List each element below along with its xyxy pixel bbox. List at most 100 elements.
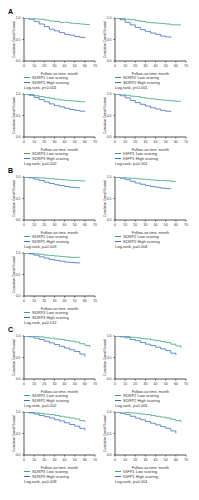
svg-text:70: 70 bbox=[93, 382, 97, 386]
svg-text:40: 40 bbox=[63, 458, 67, 462]
svg-text:60: 60 bbox=[174, 64, 178, 68]
svg-text:Follow-up time, month: Follow-up time, month bbox=[41, 148, 78, 151]
svg-text:50: 50 bbox=[73, 458, 77, 462]
svg-text:70: 70 bbox=[184, 382, 188, 386]
svg-text:70: 70 bbox=[93, 299, 97, 303]
svg-text:0.5: 0.5 bbox=[16, 356, 21, 360]
svg-text:10: 10 bbox=[32, 140, 36, 144]
svg-text:50: 50 bbox=[164, 223, 168, 227]
svg-text:60: 60 bbox=[83, 223, 87, 227]
svg-text:Cumulative Overall Survival: Cumulative Overall Survival bbox=[12, 97, 16, 134]
svg-text:20: 20 bbox=[42, 299, 46, 303]
svg-text:60: 60 bbox=[83, 64, 87, 68]
svg-text:Cumulative Overall Survival: Cumulative Overall Survival bbox=[103, 180, 107, 217]
svg-text:10: 10 bbox=[123, 458, 127, 462]
svg-text:60: 60 bbox=[83, 458, 87, 462]
svg-text:0: 0 bbox=[23, 140, 25, 144]
svg-text:60: 60 bbox=[174, 140, 178, 144]
svg-text:Cumulative Overall Survival: Cumulative Overall Survival bbox=[12, 415, 16, 452]
svg-text:Follow-up time, month: Follow-up time, month bbox=[132, 231, 169, 234]
svg-text:1.0: 1.0 bbox=[107, 175, 112, 179]
svg-text:60: 60 bbox=[83, 382, 87, 386]
svg-text:0: 0 bbox=[114, 223, 116, 227]
svg-text:50: 50 bbox=[164, 458, 168, 462]
svg-text:10: 10 bbox=[123, 382, 127, 386]
svg-text:10: 10 bbox=[123, 64, 127, 68]
svg-text:40: 40 bbox=[154, 223, 158, 227]
svg-text:10: 10 bbox=[123, 223, 127, 227]
svg-text:20: 20 bbox=[42, 140, 46, 144]
svg-text:0.0: 0.0 bbox=[16, 453, 21, 457]
svg-text:40: 40 bbox=[63, 140, 67, 144]
svg-text:1.0: 1.0 bbox=[16, 251, 21, 255]
svg-text:40: 40 bbox=[154, 64, 158, 68]
svg-text:30: 30 bbox=[143, 223, 147, 227]
svg-text:0.5: 0.5 bbox=[107, 432, 112, 436]
svg-text:0.0: 0.0 bbox=[16, 218, 21, 222]
svg-text:1.0: 1.0 bbox=[107, 92, 112, 96]
svg-text:Cumulative Overall Survival: Cumulative Overall Survival bbox=[12, 21, 16, 58]
svg-text:Follow-up time, month: Follow-up time, month bbox=[132, 466, 169, 469]
svg-text:1.0: 1.0 bbox=[16, 92, 21, 96]
svg-text:Cumulative Overall Survival: Cumulative Overall Survival bbox=[103, 21, 107, 58]
svg-text:40: 40 bbox=[154, 458, 158, 462]
svg-text:50: 50 bbox=[73, 140, 77, 144]
svg-text:70: 70 bbox=[93, 64, 97, 68]
svg-text:1.0: 1.0 bbox=[16, 175, 21, 179]
svg-text:30: 30 bbox=[52, 299, 56, 303]
svg-text:10: 10 bbox=[32, 458, 36, 462]
svg-text:50: 50 bbox=[73, 223, 77, 227]
svg-text:50: 50 bbox=[164, 382, 168, 386]
svg-text:40: 40 bbox=[63, 64, 67, 68]
svg-text:40: 40 bbox=[154, 382, 158, 386]
svg-text:0: 0 bbox=[23, 458, 25, 462]
svg-text:40: 40 bbox=[63, 299, 67, 303]
svg-text:0.0: 0.0 bbox=[16, 135, 21, 139]
svg-text:40: 40 bbox=[154, 140, 158, 144]
svg-text:0: 0 bbox=[23, 64, 25, 68]
svg-text:50: 50 bbox=[164, 140, 168, 144]
svg-text:0: 0 bbox=[23, 299, 25, 303]
svg-text:1.0: 1.0 bbox=[107, 334, 112, 338]
svg-text:30: 30 bbox=[143, 382, 147, 386]
svg-text:30: 30 bbox=[52, 223, 56, 227]
svg-text:20: 20 bbox=[42, 64, 46, 68]
svg-text:Follow-up time, month: Follow-up time, month bbox=[41, 466, 78, 469]
svg-text:10: 10 bbox=[32, 64, 36, 68]
svg-text:0.0: 0.0 bbox=[16, 59, 21, 63]
svg-text:0.0: 0.0 bbox=[107, 59, 112, 63]
svg-text:10: 10 bbox=[32, 382, 36, 386]
svg-text:30: 30 bbox=[143, 140, 147, 144]
svg-text:60: 60 bbox=[174, 458, 178, 462]
svg-text:30: 30 bbox=[52, 458, 56, 462]
svg-text:50: 50 bbox=[73, 382, 77, 386]
svg-text:20: 20 bbox=[133, 223, 137, 227]
svg-text:70: 70 bbox=[93, 223, 97, 227]
svg-text:0.0: 0.0 bbox=[107, 218, 112, 222]
svg-text:0.5: 0.5 bbox=[107, 197, 112, 201]
svg-text:60: 60 bbox=[174, 223, 178, 227]
svg-text:0.5: 0.5 bbox=[107, 38, 112, 42]
svg-text:Cumulative Overall Survival: Cumulative Overall Survival bbox=[103, 415, 107, 452]
svg-text:0: 0 bbox=[114, 458, 116, 462]
svg-text:0: 0 bbox=[23, 223, 25, 227]
svg-text:0.5: 0.5 bbox=[107, 114, 112, 118]
svg-text:Cumulative Overall Survival: Cumulative Overall Survival bbox=[12, 256, 16, 293]
svg-text:70: 70 bbox=[184, 64, 188, 68]
svg-text:1.0: 1.0 bbox=[107, 16, 112, 20]
svg-text:20: 20 bbox=[133, 382, 137, 386]
svg-text:Cumulative Overall Survival: Cumulative Overall Survival bbox=[12, 180, 16, 217]
svg-text:40: 40 bbox=[63, 382, 67, 386]
svg-text:70: 70 bbox=[184, 458, 188, 462]
svg-text:0.0: 0.0 bbox=[16, 294, 21, 298]
svg-text:Cumulative Overall Survival: Cumulative Overall Survival bbox=[103, 97, 107, 134]
svg-text:70: 70 bbox=[184, 140, 188, 144]
svg-text:0.5: 0.5 bbox=[16, 197, 21, 201]
svg-text:Cumulative Overall Survival: Cumulative Overall Survival bbox=[12, 339, 16, 376]
svg-text:0.0: 0.0 bbox=[107, 453, 112, 457]
svg-text:30: 30 bbox=[52, 64, 56, 68]
svg-text:50: 50 bbox=[73, 299, 77, 303]
svg-text:Follow-up time, month: Follow-up time, month bbox=[41, 307, 78, 310]
svg-text:0.5: 0.5 bbox=[16, 273, 21, 277]
svg-text:30: 30 bbox=[143, 458, 147, 462]
